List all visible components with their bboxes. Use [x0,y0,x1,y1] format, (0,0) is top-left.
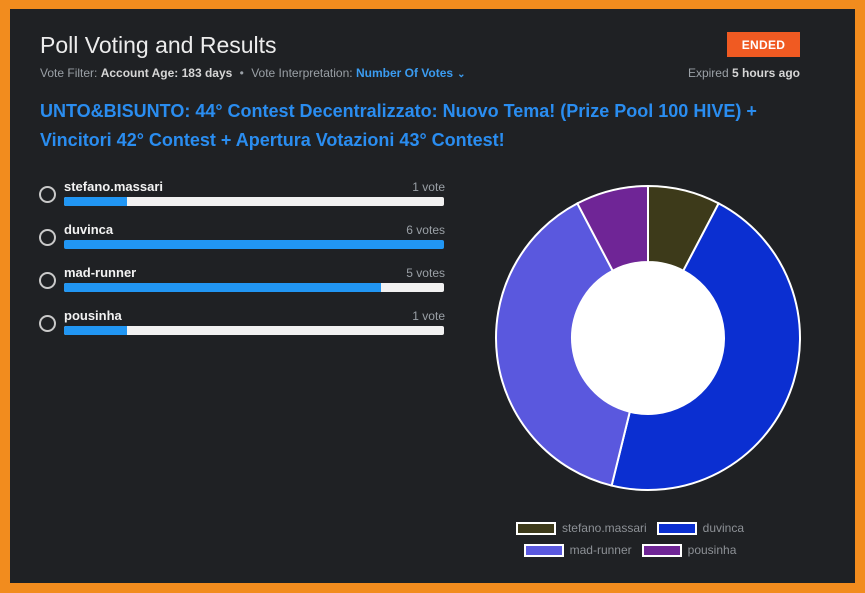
legend-item[interactable]: pousinha [641,543,737,557]
vote-bar [64,197,444,206]
poll-title: Poll Voting and Results [40,32,277,58]
vote-filter-value: Account Age: 183 days [100,66,233,80]
poll-option: pousinha 1 vote [39,308,445,351]
vote-bar-fill [64,326,128,335]
vote-filter-label: Vote Filter: [40,66,98,80]
vote-interpretation-dropdown[interactable]: Number Of Votes ⌄ [356,66,466,80]
radio-button[interactable] [39,186,56,203]
vote-bar-fill [64,283,381,292]
chart-legend: stefano.massari duvinca mad-runner pousinha [460,517,800,561]
poll-option: stefano.massari 1 vote [39,179,445,222]
vote-bar [64,283,444,292]
option-name: pousinha [64,308,122,323]
option-name: mad-runner [64,265,137,280]
option-votes: 6 votes [406,223,445,237]
status-badge: ENDED [727,32,800,57]
results-donut-chart [495,184,801,491]
legend-label: duvinca [702,521,745,535]
donut-hole [572,262,724,414]
legend-item[interactable]: stefano.massari [515,521,647,535]
poll-card: Poll Voting and Results ENDED Vote Filte… [10,9,855,583]
option-votes: 1 vote [412,309,445,323]
chevron-down-icon: ⌄ [457,69,466,80]
poll-question[interactable]: UNTO&BISUNTO: 44° Contest Decentralizzat… [40,101,757,150]
vote-interpretation-value: Number Of Votes [355,66,454,80]
option-name: duvinca [64,222,114,237]
legend-label: pousinha [687,543,737,557]
legend-swatch [515,521,556,535]
legend-item[interactable]: mad-runner [523,543,632,557]
expiry-info: Expired 5 hours ago [688,66,800,80]
vote-bar [64,326,444,335]
vote-bar-fill [64,197,128,206]
expired-label: Expired [687,66,729,80]
legend-label: mad-runner [569,543,632,557]
option-votes: 5 votes [406,266,445,280]
vote-bar-fill [64,240,444,249]
poll-option: mad-runner 5 votes [39,265,445,308]
legend-row: mad-runner pousinha [460,539,800,561]
option-votes: 1 vote [412,180,445,194]
poll-options: stefano.massari 1 vote duvinca 6 votes m… [39,179,445,351]
legend-swatch [523,543,564,557]
vote-bar [64,240,444,249]
legend-item[interactable]: duvinca [656,521,745,535]
legend-swatch [656,521,697,535]
radio-button[interactable] [39,272,56,289]
radio-button[interactable] [39,229,56,246]
poll-option: duvinca 6 votes [39,222,445,265]
expired-value: 5 hours ago [731,66,800,80]
option-name: stefano.massari [64,179,163,194]
legend-label: stefano.massari [561,521,647,535]
poll-meta: Vote Filter: Account Age: 183 days • Vot… [40,66,465,80]
radio-button[interactable] [39,315,56,332]
vote-interpretation-label: Vote Interpretation: [251,66,353,80]
legend-row: stefano.massari duvinca [460,517,800,539]
legend-swatch [641,543,682,557]
meta-separator: • [239,66,244,80]
